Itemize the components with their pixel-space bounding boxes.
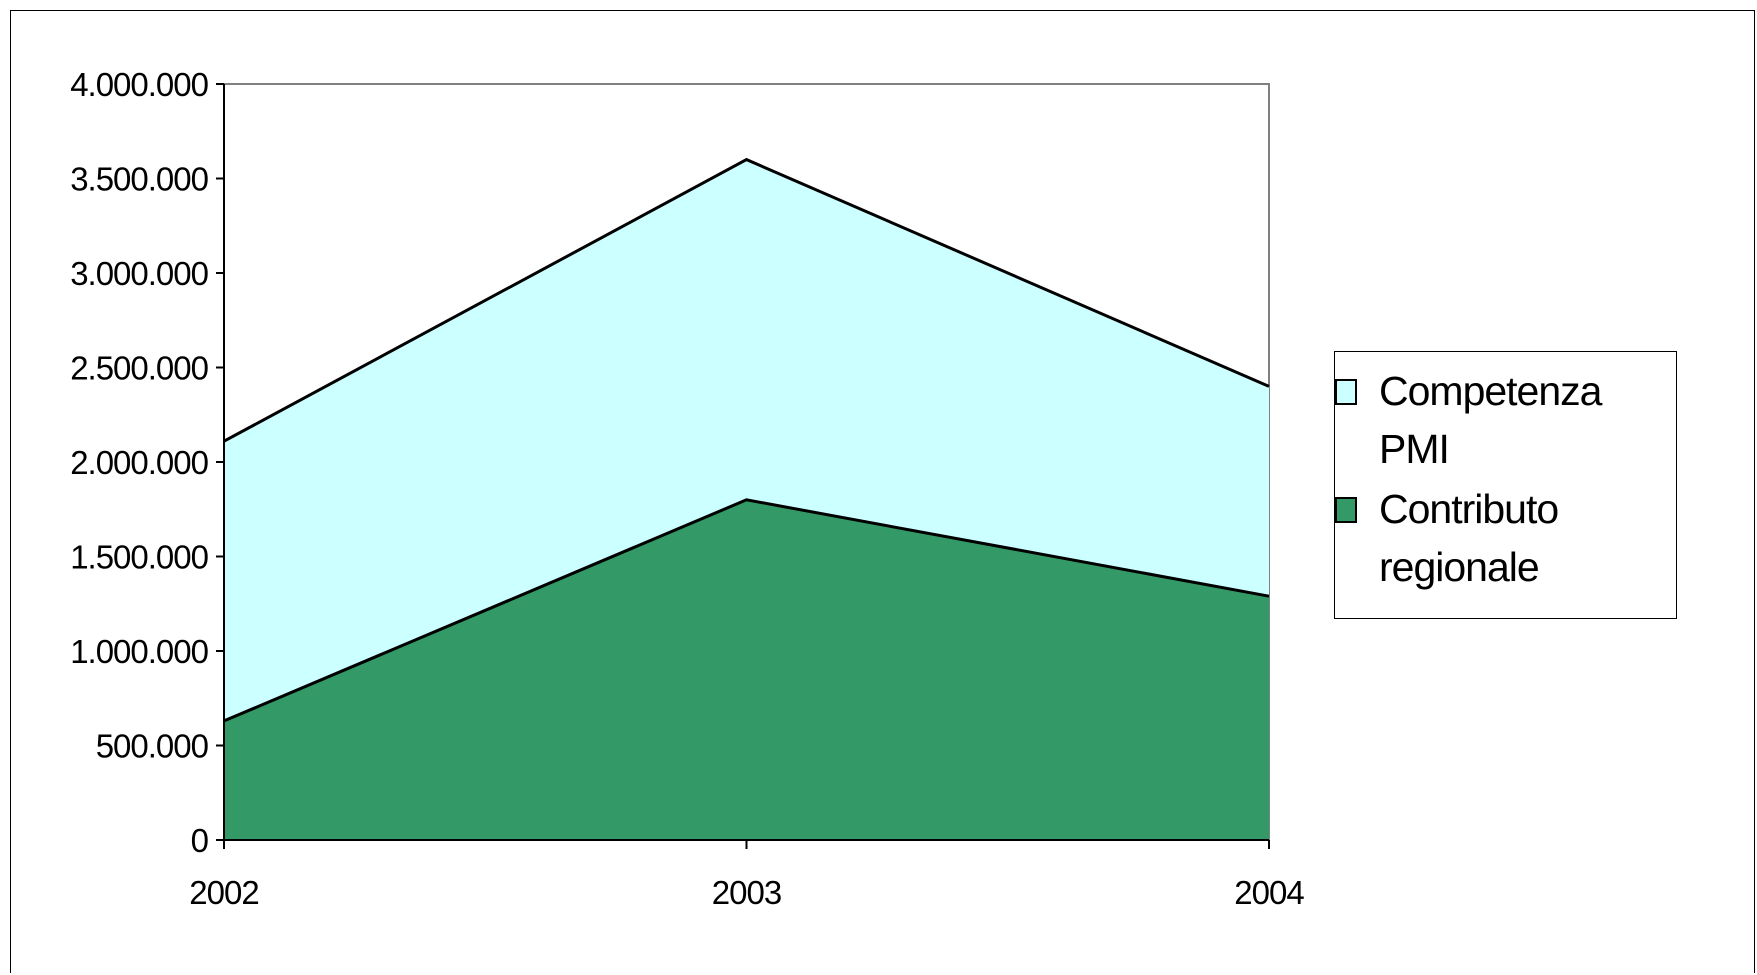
y-tick-label-8: 4.000.000 bbox=[70, 66, 208, 103]
y-tick-label-6: 3.000.000 bbox=[70, 255, 208, 292]
legend-label-contributo-line2: regionale bbox=[1379, 544, 1540, 590]
y-tick-label-3: 1.500.000 bbox=[70, 539, 208, 576]
chart-area: 0 500.000 1.000.000 1.500.000 2.000.000 2.500… bbox=[10, 10, 1755, 973]
legend-swatch-contributo-regionale bbox=[1335, 497, 1357, 523]
y-tick-label-0: 0 bbox=[191, 822, 209, 859]
legend-entry-contributo-regionale: Contributo regionale bbox=[1335, 480, 1659, 596]
area-competenza-pmi bbox=[224, 159, 1269, 721]
legend-label-competenza-line2: PMI bbox=[1379, 426, 1450, 472]
legend-swatch-competenza-pmi bbox=[1335, 379, 1357, 405]
y-tick-label-5: 2.500.000 bbox=[70, 350, 208, 387]
x-tick-label-2002: 2002 bbox=[189, 874, 258, 911]
y-tick-label-1: 500.000 bbox=[96, 728, 209, 765]
area-chart: 0 500.000 1.000.000 1.500.000 2.000.000 2.500… bbox=[70, 66, 1305, 911]
area-contributo-regionale bbox=[224, 499, 1269, 840]
y-tick-label-2: 1.000.000 bbox=[70, 633, 208, 670]
y-tick-label-7: 3.500.000 bbox=[70, 161, 208, 198]
legend-entry-competenza-pmi: Competenza PMI bbox=[1335, 362, 1659, 478]
x-tick-label-2003: 2003 bbox=[712, 874, 781, 911]
legend-label-contributo-line1: Contributo bbox=[1379, 486, 1559, 532]
legend-label-competenza-line1: Competenza bbox=[1379, 368, 1602, 414]
x-tick-label-2004: 2004 bbox=[1234, 874, 1304, 911]
legend: Competenza PMI Contributo regionale bbox=[1334, 351, 1677, 619]
y-tick-label-4: 2.000.000 bbox=[70, 444, 208, 481]
